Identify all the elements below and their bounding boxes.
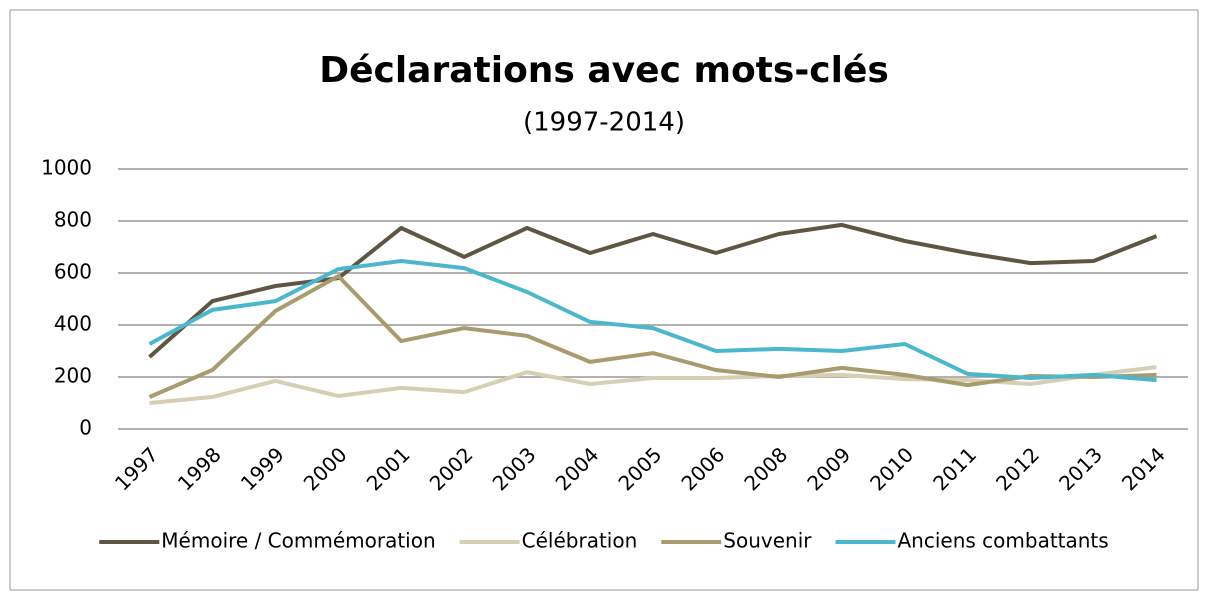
y-tick-label: 0 [79, 416, 92, 440]
legend-label: Anciens combattants [897, 529, 1108, 553]
legend-label: Célébration [522, 529, 638, 553]
legend-label: Souvenir [723, 529, 812, 553]
y-tick-label: 1000 [41, 156, 92, 180]
y-tick-label: 200 [54, 364, 92, 388]
chart-subtitle: (1997-2014) [523, 108, 685, 138]
series-line [148, 259, 1157, 383]
legend-label: Mémoire / Commémoration [161, 529, 435, 553]
y-tick-label: 400 [54, 312, 92, 336]
chart-title: Déclarations avec mots-clés [319, 50, 889, 91]
series-line [148, 274, 1157, 399]
y-tick-label: 800 [54, 208, 92, 232]
chart-border [9, 9, 1199, 591]
y-tick-label: 600 [54, 260, 92, 284]
